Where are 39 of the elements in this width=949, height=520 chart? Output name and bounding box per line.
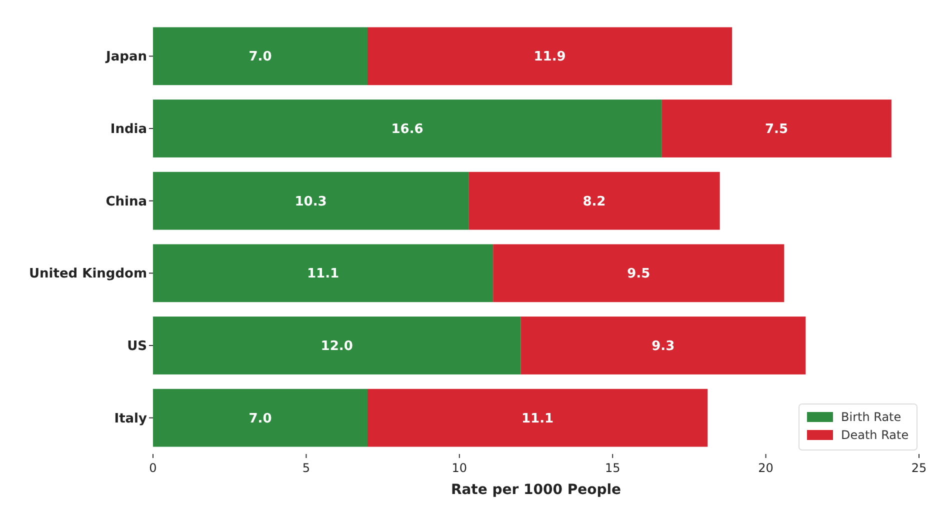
- bar: [662, 100, 892, 158]
- bar: [153, 316, 521, 374]
- bar: [153, 172, 469, 230]
- bar: [153, 100, 662, 158]
- bar: [153, 388, 368, 447]
- bar: [153, 244, 494, 302]
- bar: [493, 244, 784, 302]
- x-tick-label: 15: [604, 461, 620, 475]
- y-tick-label: China: [106, 194, 147, 210]
- y-tick-label: India: [110, 122, 147, 138]
- x-tick-label: 20: [758, 461, 774, 475]
- bar: [367, 388, 708, 447]
- data-label: 16.6: [391, 122, 424, 138]
- legend-label: Birth Rate: [841, 410, 902, 424]
- data-label: 8.2: [582, 194, 606, 210]
- data-label: 11.1: [307, 266, 340, 282]
- data-label: 10.3: [294, 194, 327, 210]
- x-tick-label: 0: [149, 461, 157, 475]
- legend-label: Death Rate: [841, 428, 909, 442]
- bar: [367, 27, 732, 86]
- data-label: 7.0: [248, 50, 272, 65]
- data-label: 11.9: [534, 50, 566, 65]
- x-tick-label: 5: [302, 461, 310, 475]
- data-label: 7.5: [765, 122, 788, 138]
- bar: [520, 316, 806, 374]
- data-label: 9.3: [652, 339, 675, 354]
- y-tick-label: Japan: [105, 50, 147, 65]
- data-label: 12.0: [320, 339, 353, 354]
- x-tick-label: 10: [452, 461, 468, 475]
- y-tick-label: United Kingdom: [28, 266, 147, 282]
- data-label: 7.0: [248, 411, 272, 426]
- data-label: 11.1: [521, 411, 554, 426]
- y-tick-label: US: [127, 339, 147, 354]
- x-tick-label: 25: [911, 461, 927, 475]
- data-label: 9.5: [627, 266, 650, 282]
- bar: [468, 172, 720, 230]
- x-axis-title: Rate per 1000 People: [450, 482, 622, 498]
- y-tick-label: Italy: [114, 411, 148, 426]
- bar: [153, 27, 368, 86]
